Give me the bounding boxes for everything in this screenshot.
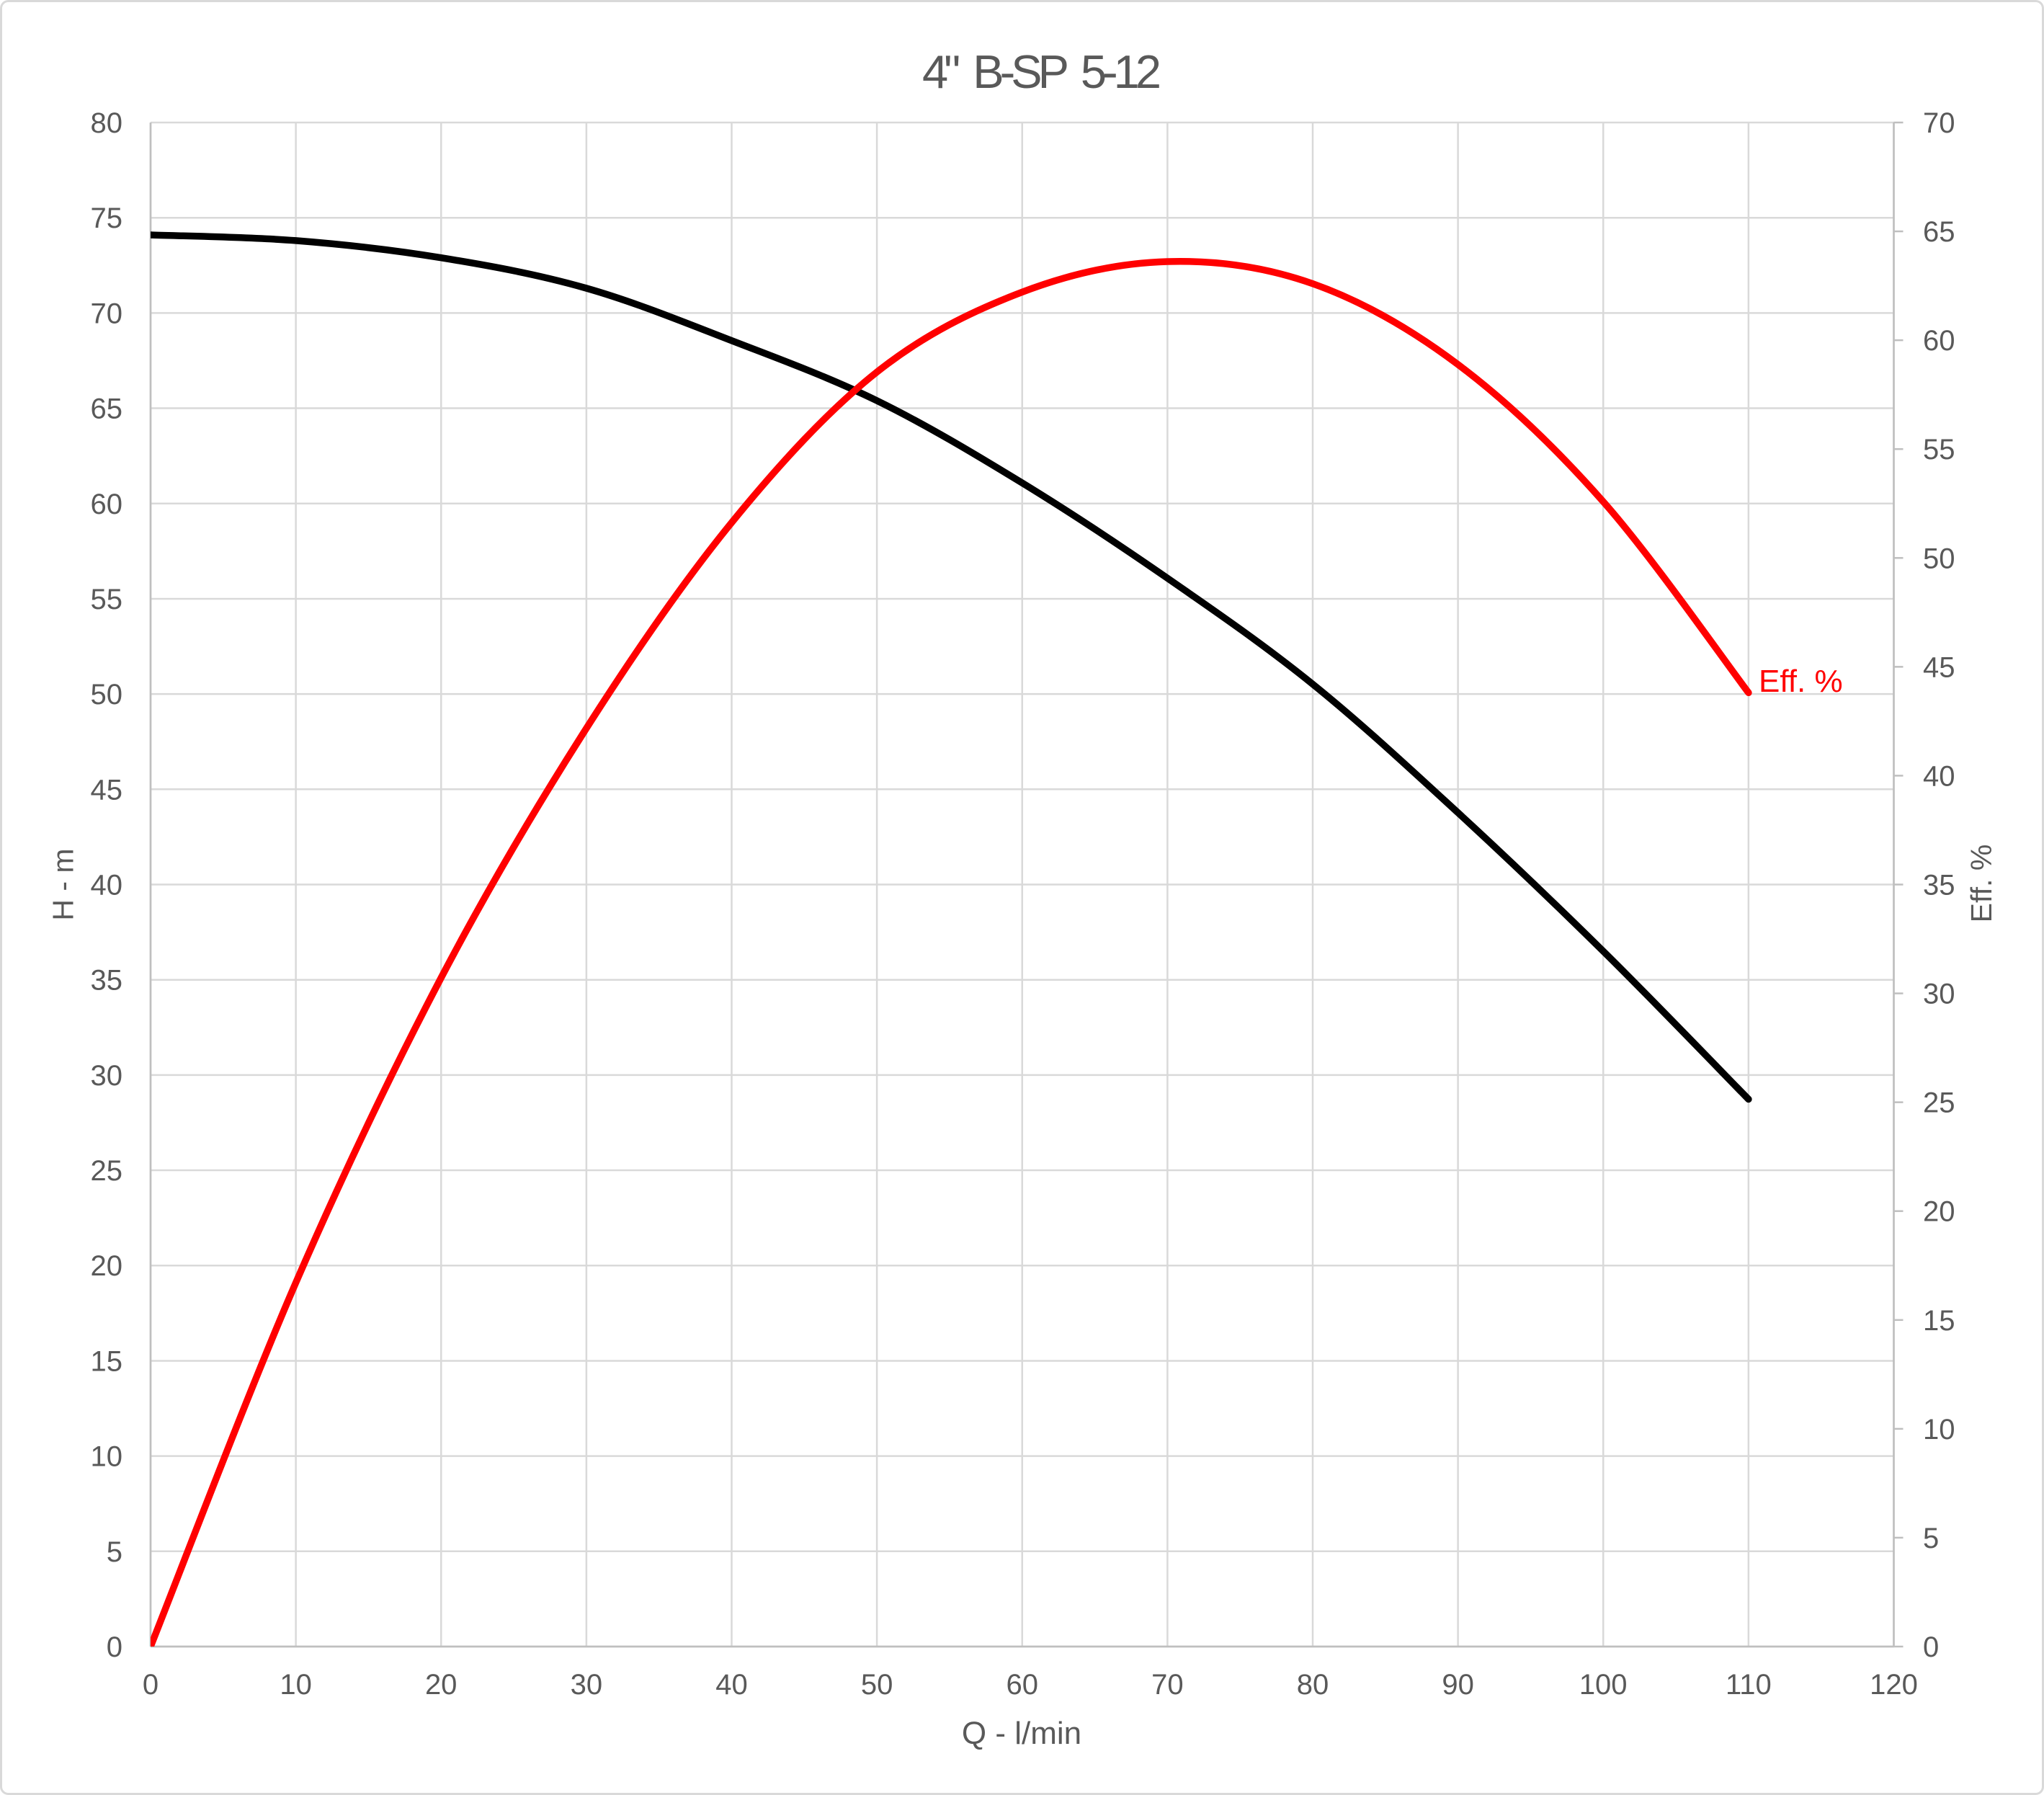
- svg-text:10: 10: [1923, 1414, 1955, 1446]
- svg-text:80: 80: [91, 107, 123, 139]
- svg-text:15: 15: [91, 1345, 123, 1377]
- svg-text:90: 90: [1442, 1669, 1474, 1701]
- svg-text:60: 60: [1007, 1669, 1039, 1701]
- svg-text:50: 50: [1923, 543, 1955, 574]
- svg-text:60: 60: [1923, 325, 1955, 357]
- svg-text:45: 45: [91, 774, 123, 806]
- svg-text:25: 25: [91, 1155, 123, 1187]
- svg-text:50: 50: [91, 679, 123, 711]
- svg-text:35: 35: [91, 965, 123, 997]
- svg-text:0: 0: [1923, 1631, 1939, 1663]
- svg-text:20: 20: [91, 1250, 123, 1282]
- svg-text:20: 20: [1923, 1196, 1955, 1228]
- svg-text:Q - l/min: Q - l/min: [962, 1716, 1081, 1751]
- svg-text:100: 100: [1579, 1669, 1628, 1701]
- svg-text:20: 20: [425, 1669, 458, 1701]
- svg-text:55: 55: [1923, 434, 1955, 466]
- svg-text:65: 65: [1923, 216, 1955, 248]
- svg-text:40: 40: [1923, 760, 1955, 792]
- svg-text:30: 30: [1923, 979, 1955, 1010]
- svg-text:15: 15: [1923, 1305, 1955, 1337]
- svg-text:45: 45: [1923, 651, 1955, 683]
- svg-text:80: 80: [1297, 1669, 1329, 1701]
- svg-text:10: 10: [91, 1441, 123, 1473]
- svg-text:50: 50: [861, 1669, 893, 1701]
- svg-text:25: 25: [1923, 1087, 1955, 1119]
- svg-text:30: 30: [91, 1060, 123, 1092]
- svg-text:55: 55: [91, 584, 123, 615]
- svg-text:35: 35: [1923, 870, 1955, 901]
- svg-text:0: 0: [143, 1669, 159, 1701]
- svg-text:60: 60: [91, 489, 123, 520]
- svg-text:Eff. %: Eff. %: [1965, 845, 1998, 923]
- svg-text:70: 70: [1923, 107, 1955, 139]
- svg-text:70: 70: [1151, 1669, 1184, 1701]
- svg-text:H - m: H - m: [47, 848, 80, 920]
- svg-text:40: 40: [715, 1669, 748, 1701]
- svg-text:0: 0: [107, 1631, 122, 1663]
- svg-text:70: 70: [91, 298, 123, 329]
- svg-text:120: 120: [1870, 1669, 1918, 1701]
- svg-text:110: 110: [1726, 1669, 1772, 1701]
- svg-text:5: 5: [1923, 1523, 1939, 1554]
- svg-text:30: 30: [571, 1669, 603, 1701]
- svg-text:5: 5: [107, 1536, 122, 1568]
- svg-text:75: 75: [91, 202, 123, 234]
- svg-text:10: 10: [280, 1669, 312, 1701]
- svg-text:4" B-SP 5-12: 4" B-SP 5-12: [922, 45, 1159, 98]
- svg-text:65: 65: [91, 393, 123, 425]
- svg-text:40: 40: [91, 870, 123, 901]
- svg-text:Eff. %: Eff. %: [1759, 664, 1843, 699]
